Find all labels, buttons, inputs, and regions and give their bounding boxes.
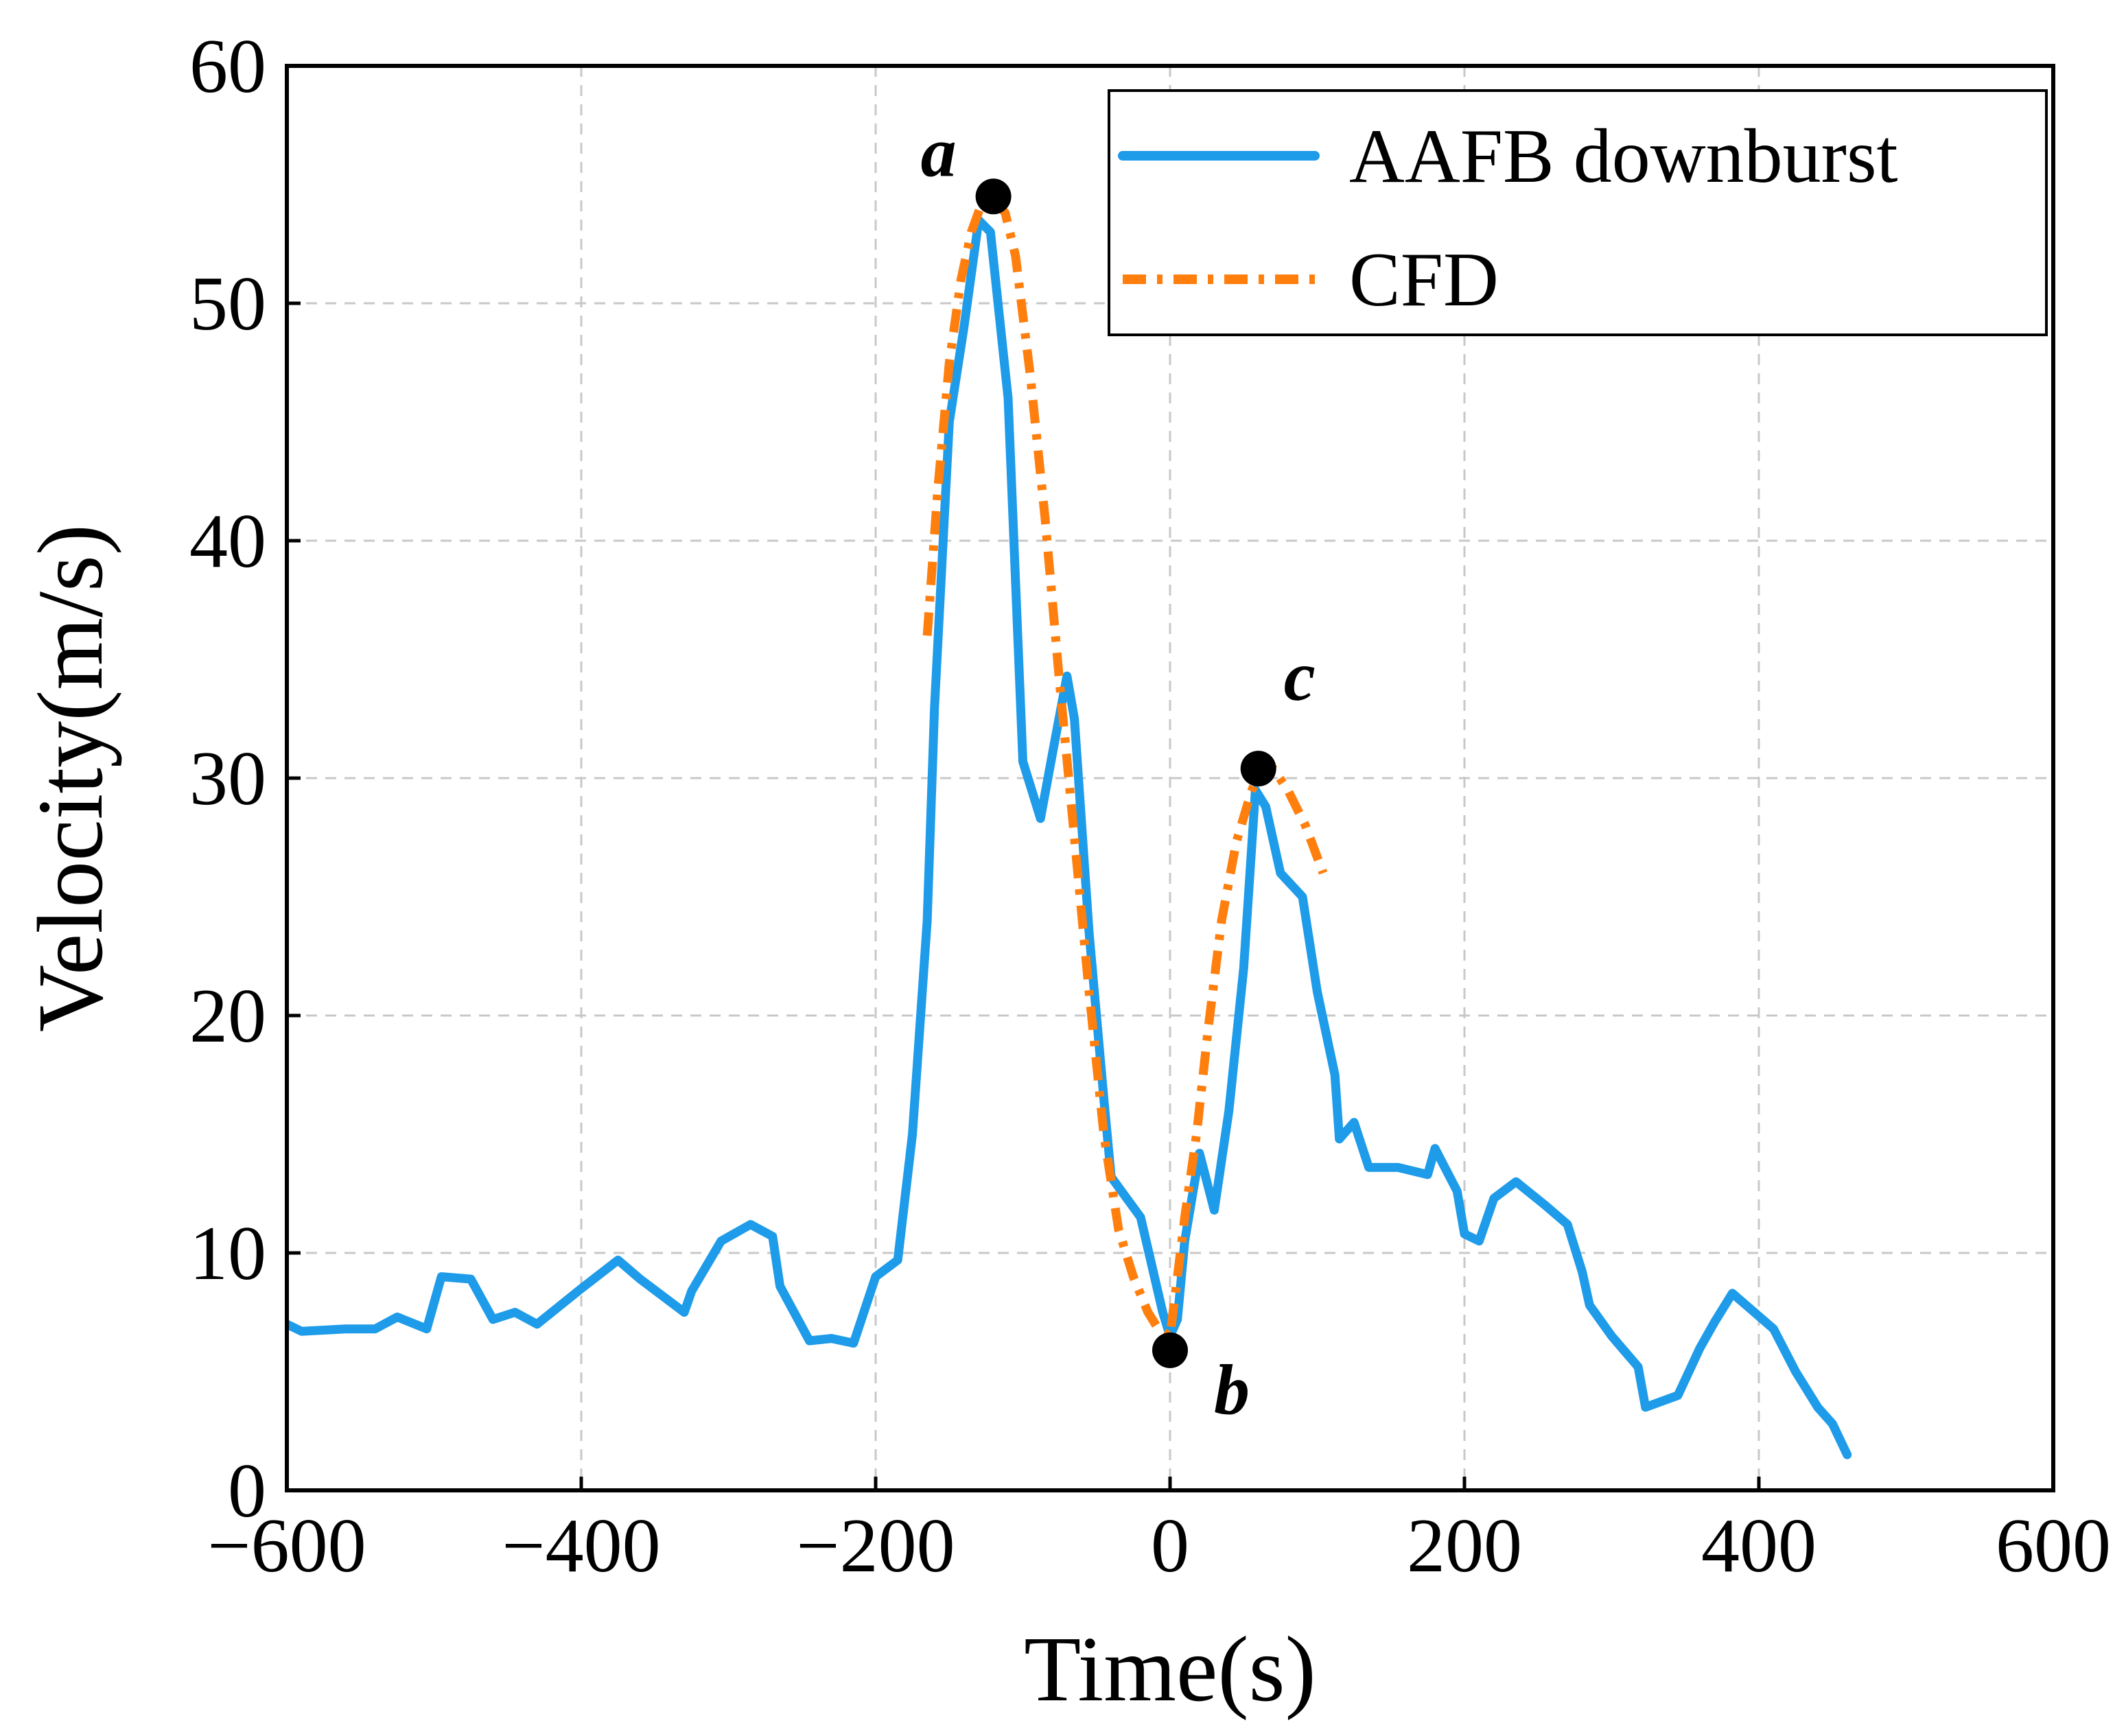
point-label-c: c: [1284, 637, 1316, 716]
x-tick-label: 0: [1151, 1503, 1189, 1588]
y-axis-title: Velocity(m/s): [19, 524, 122, 1032]
y-tick-label: 50: [189, 261, 266, 347]
point-label-a: a: [921, 113, 957, 191]
y-tick-label: 40: [189, 499, 266, 584]
series-line-aafb-downburst: [287, 215, 1852, 1459]
legend-label-aafb-downburst: AAFB downburst: [1349, 114, 1898, 199]
x-tick-label: −600: [207, 1503, 366, 1588]
axis-ticks: −600 −400 −200 0 200 400 600 0 10 20 30 40 50 60: [189, 24, 2111, 1588]
y-tick-label: 60: [189, 24, 266, 109]
x-tick-label: −200: [796, 1503, 955, 1588]
y-tick-label: 10: [189, 1211, 266, 1296]
x-tick-label: 400: [1701, 1503, 1817, 1588]
y-tick-label: 0: [228, 1448, 266, 1534]
legend-box: [1108, 89, 2048, 336]
y-tick-label: 20: [189, 974, 266, 1059]
marker-layer: a b c: [921, 113, 1316, 1429]
x-tick-label: −400: [502, 1503, 660, 1588]
legend: AAFB downburst CFD: [1108, 89, 2048, 336]
y-tick-label: 30: [189, 736, 266, 821]
x-tick-label: 200: [1407, 1503, 1522, 1588]
point-marker-c: [1240, 751, 1276, 787]
x-tick-label: 600: [1996, 1503, 2111, 1588]
point-marker-a: [975, 178, 1012, 215]
point-marker-b: [1152, 1332, 1188, 1368]
point-label-b: b: [1214, 1350, 1250, 1429]
legend-label-cfd: CFD: [1349, 237, 1499, 322]
x-axis-title: Time(s): [1024, 1618, 1316, 1721]
